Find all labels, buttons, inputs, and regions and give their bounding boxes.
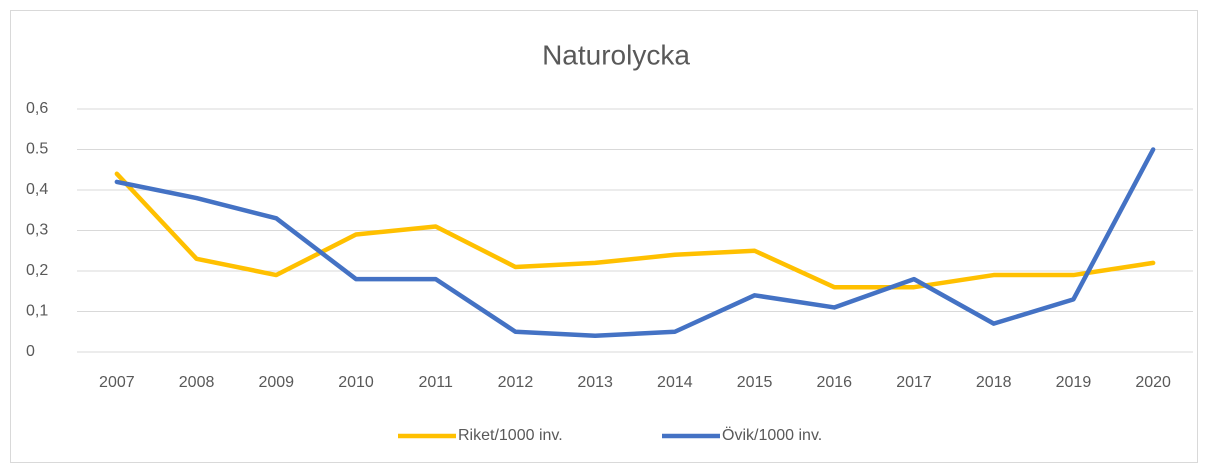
x-tick-label: 2018 [976, 374, 1012, 391]
x-tick-label: 2014 [657, 374, 693, 391]
x-tick-label: 2015 [737, 374, 773, 391]
y-tick-label: 0.5 [26, 141, 48, 158]
x-tick-label: 2020 [1135, 374, 1171, 391]
x-tick-label: 2013 [577, 374, 613, 391]
legend-label: Övik/1000 inv. [722, 426, 822, 444]
x-tick-label: 2009 [258, 374, 294, 391]
series-line [114, 171, 1156, 290]
x-tick-label: 2012 [498, 374, 534, 391]
x-tick-label: 2008 [179, 374, 215, 391]
x-tick-label: 2010 [338, 374, 374, 391]
y-tick-label: 0,4 [26, 181, 48, 198]
x-tick-label: 2011 [419, 374, 454, 391]
y-tick-label: 0,3 [26, 222, 48, 239]
y-tick-label: 0,2 [26, 262, 48, 279]
chart-title: Naturolycka [542, 39, 690, 70]
x-tick-label: 2017 [896, 374, 932, 391]
legend-label: Riket/1000 inv. [458, 427, 563, 444]
y-tick-label: 0,6 [26, 100, 48, 117]
series-line [114, 147, 1156, 339]
x-tick-label: 2007 [99, 374, 135, 391]
y-tick-label: 0,1 [26, 303, 48, 320]
y-tick-label: 0 [26, 343, 35, 360]
x-tick-label: 2016 [816, 374, 852, 391]
x-tick-label: 2019 [1056, 374, 1092, 391]
chart-border [10, 10, 1198, 463]
